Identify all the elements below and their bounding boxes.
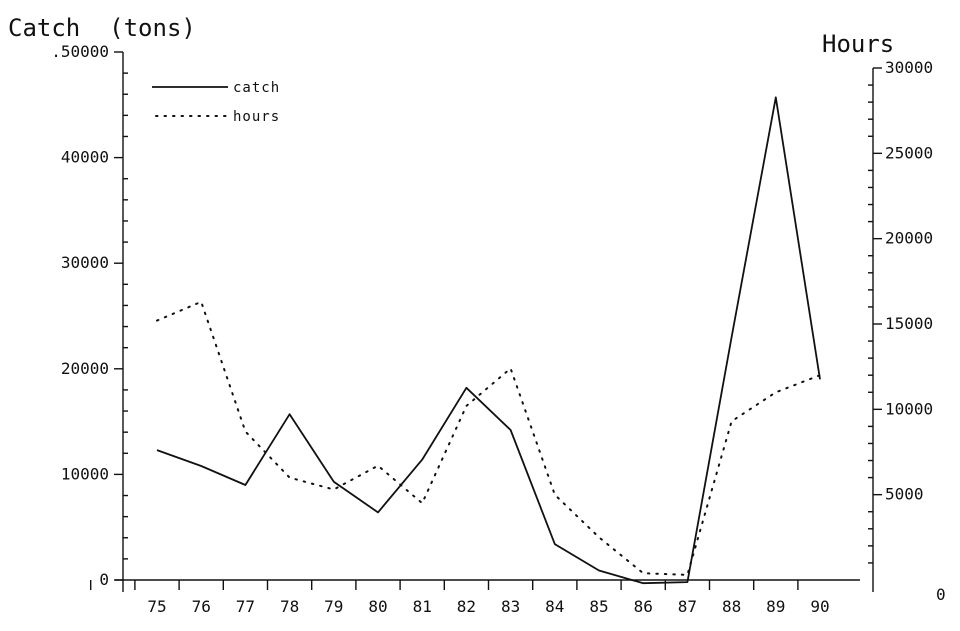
- left-tick-label: 40000: [61, 148, 109, 167]
- left-tick-label: 0: [99, 570, 109, 589]
- x-tick-label: 81: [413, 597, 432, 616]
- legend: catch hours: [152, 80, 280, 125]
- x-tick-label: 80: [368, 597, 387, 616]
- left-tick-label: 10000: [61, 464, 109, 483]
- right-axis-ticks: 0 5000 10000 15000 20000 25000 30000: [868, 58, 946, 604]
- x-tick-label: 82: [457, 597, 476, 616]
- right-tick-label: 20000: [885, 229, 933, 248]
- x-tick-label: 77: [236, 597, 255, 616]
- right-tick-label: 15000: [885, 314, 933, 333]
- right-tick-label: 0: [936, 585, 946, 604]
- legend-label-catch: catch: [233, 80, 280, 96]
- left-axis-title: Catch (tons): [8, 14, 196, 42]
- right-tick-label: 10000: [885, 399, 933, 418]
- x-tick-label: 79: [324, 597, 343, 616]
- right-tick-label: 30000: [885, 58, 933, 77]
- left-tick-label-top: .50000: [51, 42, 109, 61]
- x-tick-label: 88: [722, 597, 741, 616]
- axes: [115, 52, 874, 592]
- x-axis-ticks: 75 76 77 78 79 80 81 82 83 84 85 86 87 88 89 90: [89, 580, 830, 616]
- x-tick-label: 89: [766, 597, 785, 616]
- left-axis-ticks: 0 10000 20000 30000 40000 .50000: [51, 42, 128, 589]
- x-tick-label: 78: [280, 597, 299, 616]
- x-tick-label: 76: [192, 597, 211, 616]
- x-tick-label: 87: [678, 597, 697, 616]
- x-tick-label: 90: [810, 597, 829, 616]
- series-line-hours: [156, 300, 821, 576]
- x-tick-label: 83: [501, 597, 520, 616]
- x-tick-label: 85: [589, 597, 608, 616]
- left-tick-label: 30000: [61, 253, 109, 272]
- right-axis-title: Hours: [822, 30, 894, 58]
- left-tick-label: 20000: [61, 359, 109, 378]
- legend-label-hours: hours: [233, 109, 280, 125]
- x-tick-label: 84: [545, 597, 564, 616]
- x-tick-label: 86: [634, 597, 653, 616]
- x-tick-label: 75: [147, 597, 166, 616]
- right-tick-label: 5000: [885, 485, 924, 504]
- right-tick-label: 25000: [885, 143, 933, 162]
- series-line-catch: [156, 96, 821, 585]
